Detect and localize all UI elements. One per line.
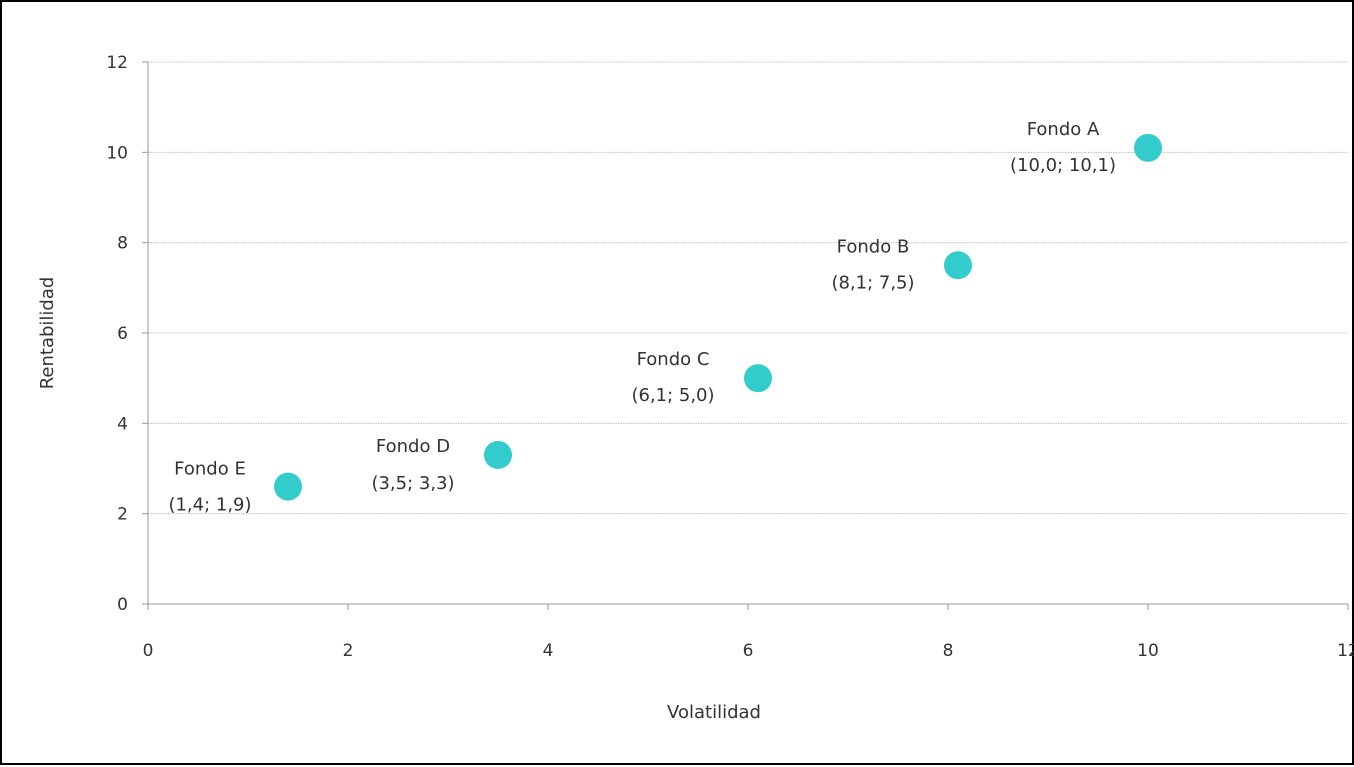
- point-name-label: Fondo A: [1027, 119, 1100, 140]
- point-coords-label: (6,1; 5,0): [631, 385, 714, 406]
- point-coords-label: (3,5; 3,3): [371, 473, 454, 494]
- y-tick-label: 0: [117, 595, 128, 615]
- x-tick-label: 4: [543, 641, 554, 661]
- y-tick-label: 8: [117, 234, 128, 254]
- grid-lines: [148, 62, 1348, 514]
- y-axis-title: Rentabilidad: [37, 277, 58, 390]
- point-labels: Fondo A (10,0; 10,1) Fondo B (8,1; 7,5) Fond…: [168, 119, 1116, 516]
- x-axis-title: Volatilidad: [667, 702, 761, 723]
- point-name-label: Fondo C: [637, 349, 710, 370]
- x-tick-label: 12: [1337, 641, 1354, 661]
- point-name-label: Fondo B: [837, 236, 910, 257]
- point-coords-label: (8,1; 7,5): [831, 272, 914, 293]
- x-tick-label: 6: [743, 641, 754, 661]
- point-name-label: Fondo E: [174, 459, 246, 480]
- y-tick-label: 12: [106, 53, 128, 73]
- y-tick-label: 6: [117, 324, 128, 344]
- x-tick-label: 8: [943, 641, 954, 661]
- axes: [142, 62, 1348, 610]
- data-point-marker: [1134, 134, 1162, 162]
- y-tick-label: 10: [106, 143, 128, 163]
- y-tick-label: 2: [117, 505, 128, 525]
- point-coords-label: (10,0; 10,1): [1010, 155, 1116, 176]
- data-point-marker: [274, 473, 302, 501]
- point-coords-label: (1,4; 1,9): [168, 495, 251, 516]
- point-name-label: Fondo D: [376, 436, 450, 457]
- tick-labels: 0 2 4 6 8 10 12 0 2 4 6 8 10 12: [106, 53, 1354, 661]
- x-tick-label: 2: [343, 641, 354, 661]
- x-tick-label: 0: [143, 641, 154, 661]
- data-point-marker: [484, 441, 512, 469]
- y-tick-label: 4: [117, 414, 128, 434]
- x-tick-label: 10: [1137, 641, 1159, 661]
- data-point-marker: [944, 251, 972, 279]
- data-point-marker: [744, 364, 772, 392]
